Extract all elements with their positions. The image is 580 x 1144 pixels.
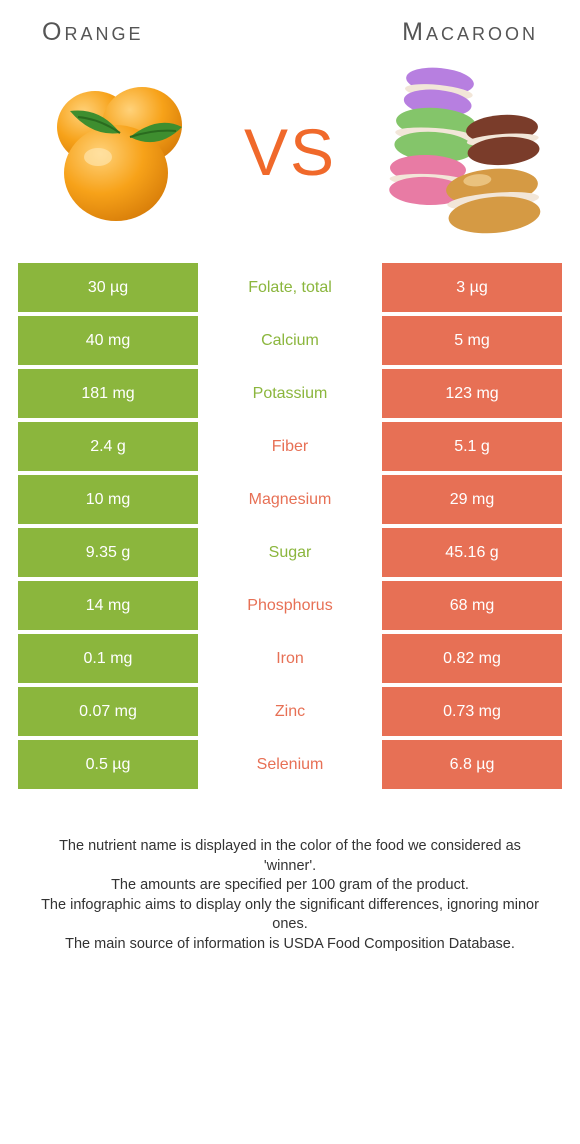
- nutrient-name: Iron: [198, 634, 382, 683]
- footer-line: The main source of information is USDA F…: [36, 935, 544, 955]
- right-title: Macaroon: [402, 18, 538, 47]
- nutrient-right-value: 45.16 g: [382, 528, 562, 577]
- footer-line: The amounts are specified per 100 gram o…: [36, 876, 544, 896]
- vs-row: VS: [12, 57, 568, 263]
- nutrient-left-value: 30 µg: [18, 263, 198, 312]
- nutrient-right-value: 5.1 g: [382, 422, 562, 471]
- nutrient-name: Magnesium: [198, 475, 382, 524]
- nutrient-left-value: 181 mg: [18, 369, 198, 418]
- nutrient-left-value: 14 mg: [18, 581, 198, 630]
- nutrient-row: 14 mgPhosphorus68 mg: [18, 581, 562, 630]
- nutrient-right-value: 6.8 µg: [382, 740, 562, 789]
- nutrient-row: 30 µgFolate, total3 µg: [18, 263, 562, 312]
- nutrient-row: 0.5 µgSelenium6.8 µg: [18, 740, 562, 789]
- macaroon-icon: [380, 67, 550, 237]
- nutrient-name: Folate, total: [198, 263, 382, 312]
- nutrient-row: 9.35 gSugar45.16 g: [18, 528, 562, 577]
- vs-label: VS: [244, 114, 336, 190]
- nutrient-left-value: 10 mg: [18, 475, 198, 524]
- nutrient-name: Calcium: [198, 316, 382, 365]
- nutrient-right-value: 0.82 mg: [382, 634, 562, 683]
- nutrient-left-value: 0.1 mg: [18, 634, 198, 683]
- footer-line: The nutrient name is displayed in the co…: [36, 837, 544, 876]
- nutrient-row: 10 mgMagnesium29 mg: [18, 475, 562, 524]
- nutrient-right-value: 29 mg: [382, 475, 562, 524]
- left-title: Orange: [42, 18, 143, 47]
- nutrient-row: 181 mgPotassium123 mg: [18, 369, 562, 418]
- nutrient-name: Potassium: [198, 369, 382, 418]
- nutrient-right-value: 0.73 mg: [382, 687, 562, 736]
- nutrient-name: Sugar: [198, 528, 382, 577]
- nutrient-name: Fiber: [198, 422, 382, 471]
- nutrient-right-value: 3 µg: [382, 263, 562, 312]
- nutrient-row: 0.07 mgZinc0.73 mg: [18, 687, 562, 736]
- nutrient-left-value: 9.35 g: [18, 528, 198, 577]
- header-titles: Orange Macaroon: [12, 18, 568, 57]
- nutrient-right-value: 123 mg: [382, 369, 562, 418]
- nutrient-left-value: 40 mg: [18, 316, 198, 365]
- nutrient-row: 40 mgCalcium5 mg: [18, 316, 562, 365]
- footer-line: The infographic aims to display only the…: [36, 896, 544, 935]
- nutrient-table: 30 µgFolate, total3 µg40 mgCalcium5 mg18…: [18, 263, 562, 789]
- nutrient-row: 0.1 mgIron0.82 mg: [18, 634, 562, 683]
- nutrient-left-value: 0.5 µg: [18, 740, 198, 789]
- nutrient-left-value: 2.4 g: [18, 422, 198, 471]
- nutrient-name: Zinc: [198, 687, 382, 736]
- nutrient-name: Selenium: [198, 740, 382, 789]
- nutrient-name: Phosphorus: [198, 581, 382, 630]
- footer-notes: The nutrient name is displayed in the co…: [12, 793, 568, 954]
- nutrient-right-value: 5 mg: [382, 316, 562, 365]
- nutrient-left-value: 0.07 mg: [18, 687, 198, 736]
- orange-icon: [30, 67, 200, 237]
- nutrient-right-value: 68 mg: [382, 581, 562, 630]
- nutrient-row: 2.4 gFiber5.1 g: [18, 422, 562, 471]
